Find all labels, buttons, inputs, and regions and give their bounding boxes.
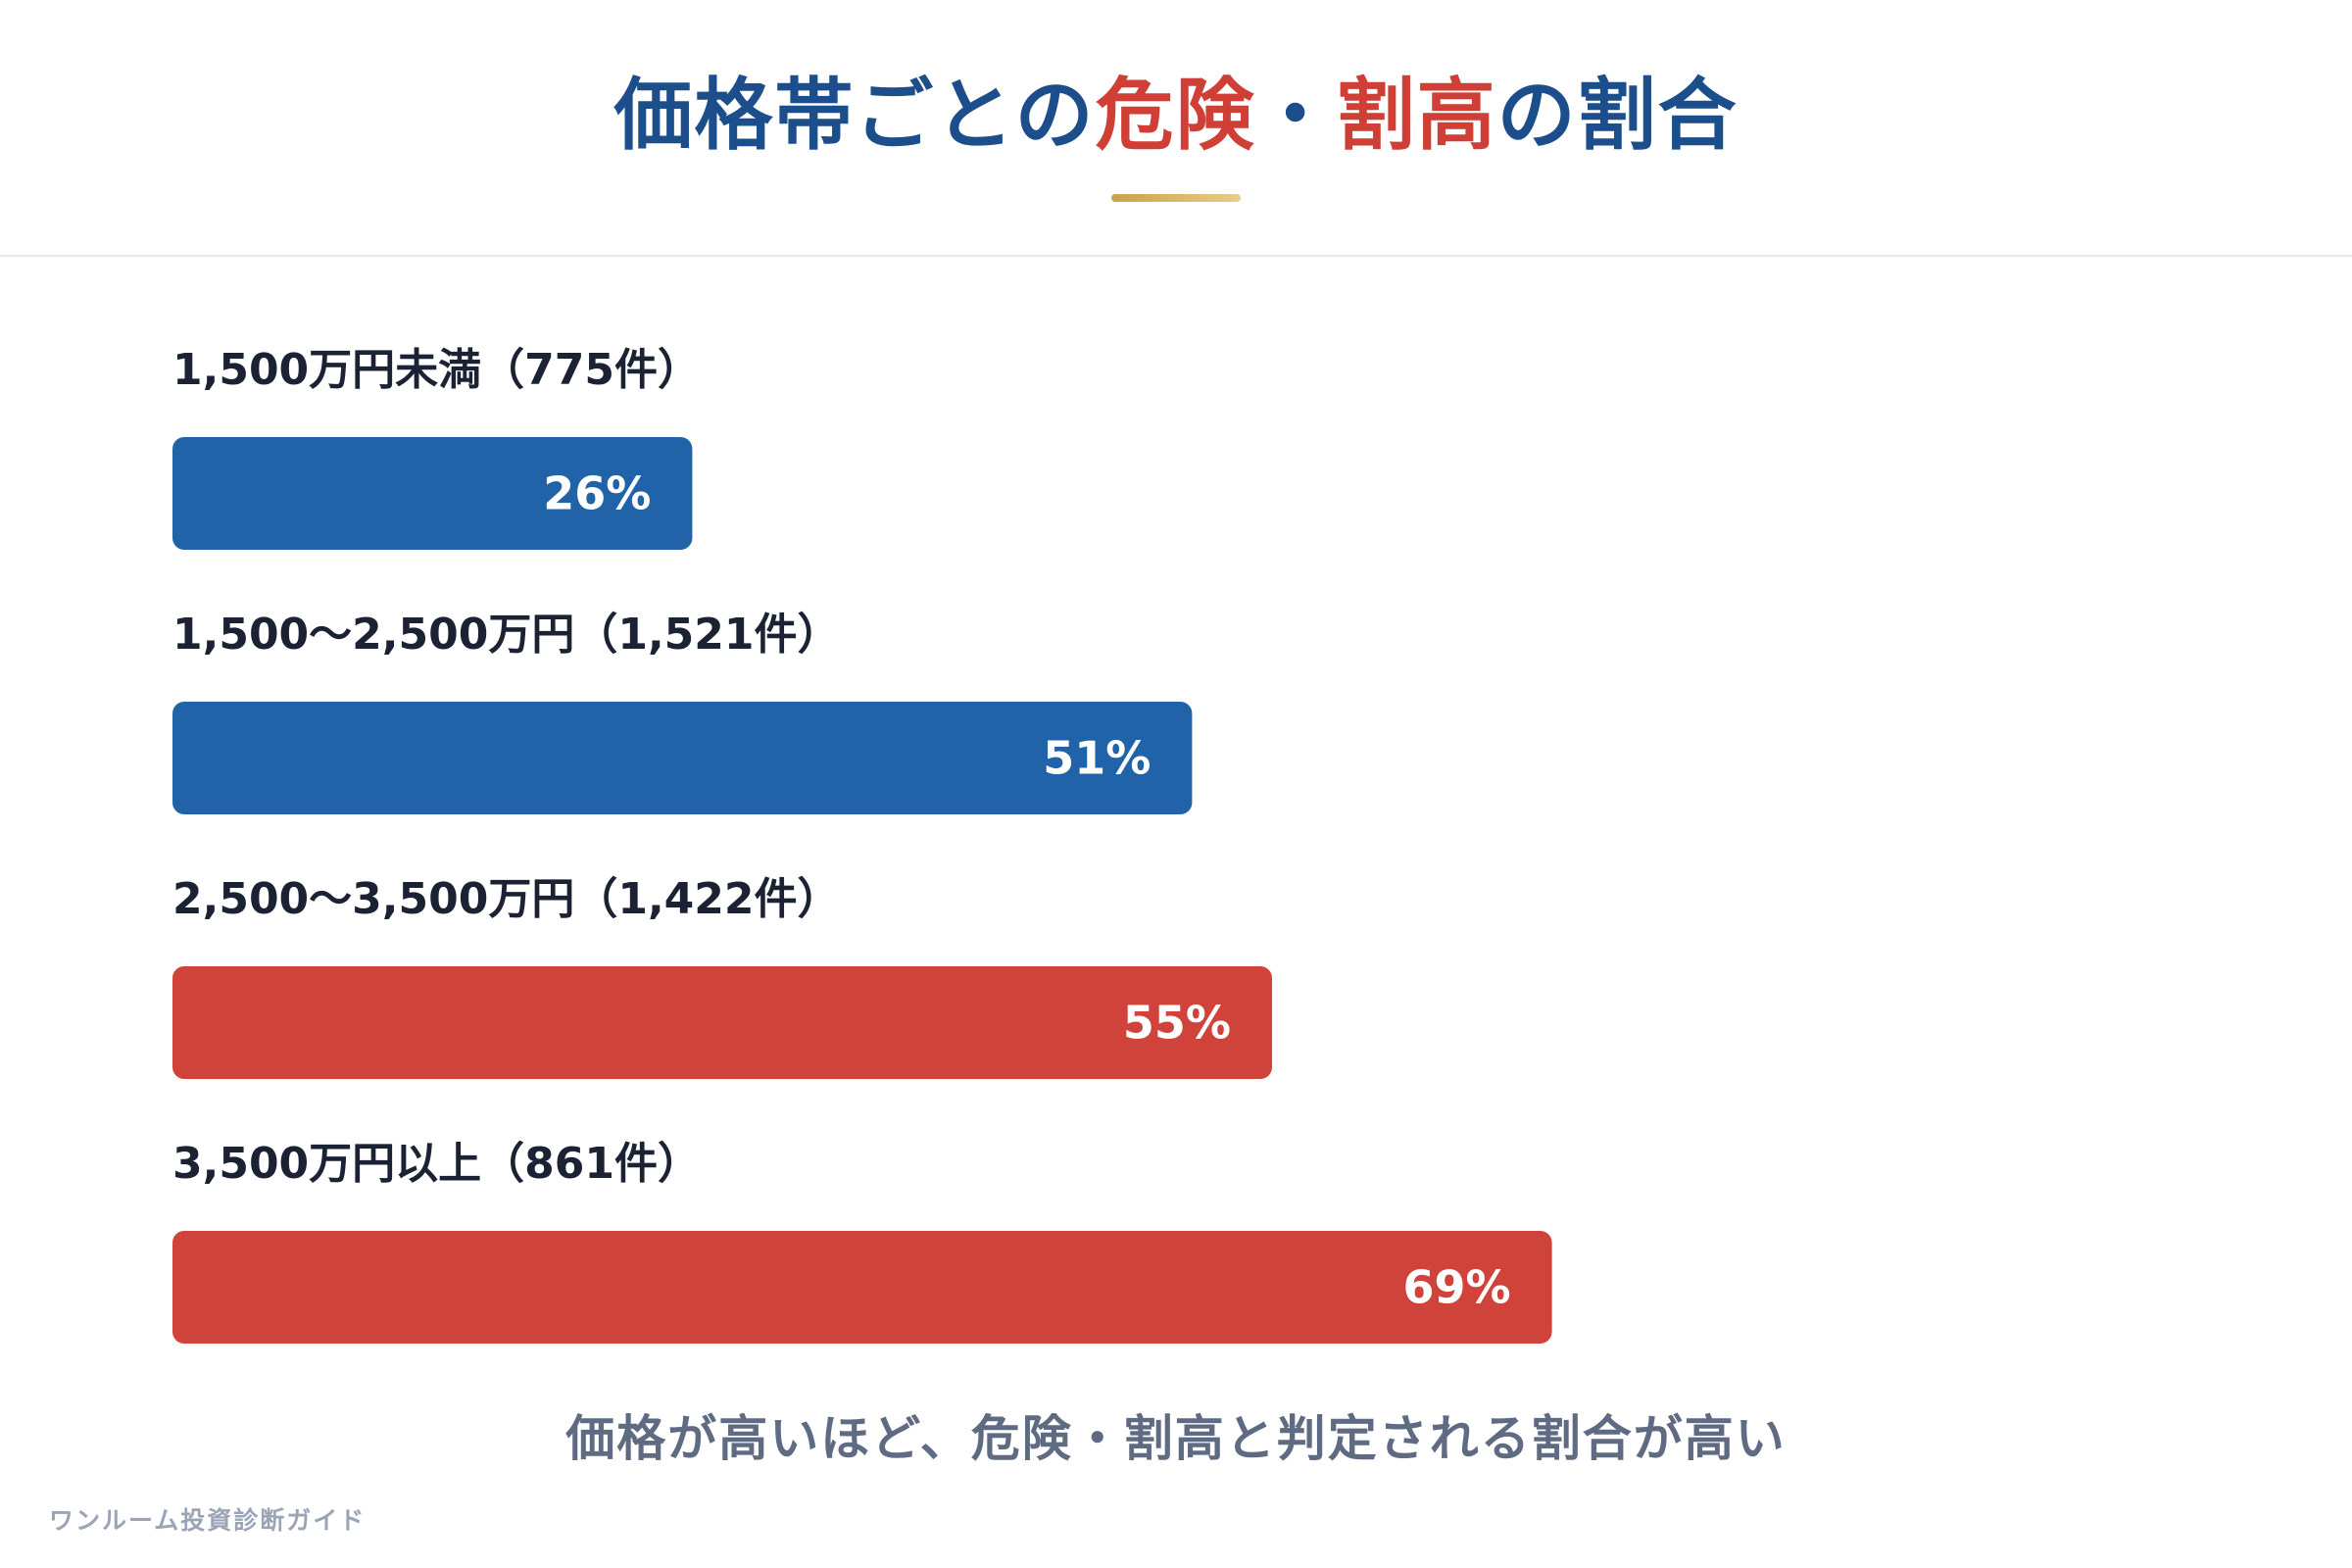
title-part-1: 価格帯ごとの <box>613 70 1096 161</box>
bar <box>172 966 1272 1079</box>
bar-value-label: 51% <box>1043 732 1151 785</box>
header: 価格帯ごとの危険・割高の割合 <box>0 0 2352 257</box>
category-label: 1,500万円未満（775件） <box>172 345 701 395</box>
bar <box>172 702 1193 814</box>
bar <box>172 437 693 550</box>
category-label: 2,500〜3,500万円（1,422件） <box>172 874 841 924</box>
chart-caption: 価格が高いほど、危険・割高と判定される割合が高い <box>565 1410 1787 1467</box>
chart-title: 価格帯ごとの危険・割高の割合 <box>0 67 2352 165</box>
bar <box>172 1231 1552 1344</box>
category-label: 1,500〜2,500万円（1,521件） <box>172 610 841 660</box>
footer-brand: ワンルーム投資診断ガイド <box>49 1506 367 1535</box>
bar-value-label: 69% <box>1402 1261 1510 1314</box>
bar-chart: 1,500万円未満（775件） 26% 1,500〜2,500万円（1,521件） 5… <box>172 345 1552 1344</box>
title-accent-danger: 危険 <box>1095 70 1256 161</box>
bar-value-label: 26% <box>543 467 651 520</box>
title-part-2: の割合 <box>1496 70 1739 161</box>
category-label: 3,500万円以上（861件） <box>172 1139 701 1189</box>
title-accent-overpriced: 割高 <box>1336 70 1497 161</box>
title-underline <box>1111 194 1241 202</box>
bar-value-label: 55% <box>1123 997 1231 1050</box>
title-separator: ・ <box>1255 70 1337 161</box>
